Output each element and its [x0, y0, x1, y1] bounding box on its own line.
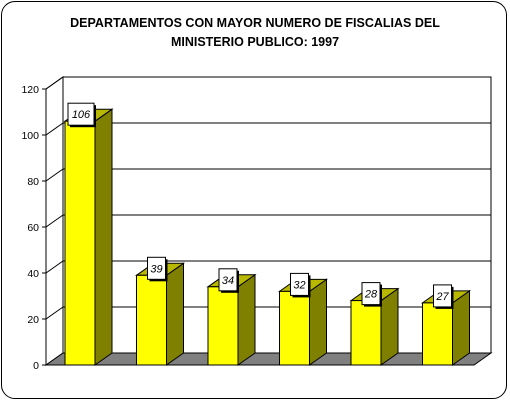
bar — [422, 302, 453, 366]
gridline-side — [45, 260, 64, 274]
y-tick-label: 60 — [27, 222, 39, 234]
bar-side — [380, 287, 399, 366]
chart-title-line-2: MINISTERIO PUBLICO: 1997 — [170, 35, 340, 49]
data-label-box — [361, 282, 381, 306]
y-tick-label: 80 — [27, 176, 39, 188]
bar — [207, 286, 239, 366]
bar-side — [237, 273, 256, 366]
data-label-box — [290, 272, 309, 296]
bar-side — [309, 278, 327, 366]
data-label-box — [147, 256, 166, 280]
data-label: 27 — [435, 291, 449, 303]
data-label: 32 — [293, 279, 305, 291]
bar — [64, 120, 96, 366]
bar — [279, 290, 310, 366]
gridline-side — [45, 214, 64, 228]
gridline-side — [45, 122, 64, 136]
chart-title: DEPARTAMENTOS CON MAYOR NUMERO DE FISCAL… — [0, 14, 510, 52]
bar — [136, 274, 167, 366]
gridline-side — [45, 306, 64, 320]
data-label: 34 — [222, 275, 234, 287]
y-tick-label: 40 — [27, 268, 39, 280]
bar-side — [94, 108, 113, 366]
data-label-box — [218, 268, 238, 292]
y-tick-label: 0 — [33, 360, 39, 372]
gridline-side — [45, 76, 64, 90]
data-label: 39 — [150, 263, 162, 275]
bar-side — [166, 262, 184, 366]
chart-title-line-1: DEPARTAMENTOS CON MAYOR NUMERO DE FISCAL… — [70, 16, 440, 30]
bar — [350, 300, 382, 366]
data-label-box — [433, 284, 452, 308]
data-label-box — [67, 102, 95, 126]
bar-side — [452, 289, 470, 366]
data-label: 106 — [72, 109, 91, 121]
y-tick-label: 20 — [27, 314, 39, 326]
data-label: 28 — [364, 289, 378, 301]
y-tick-label: 100 — [21, 130, 39, 142]
y-tick-label: 120 — [21, 84, 39, 96]
gridline-side — [45, 168, 64, 182]
